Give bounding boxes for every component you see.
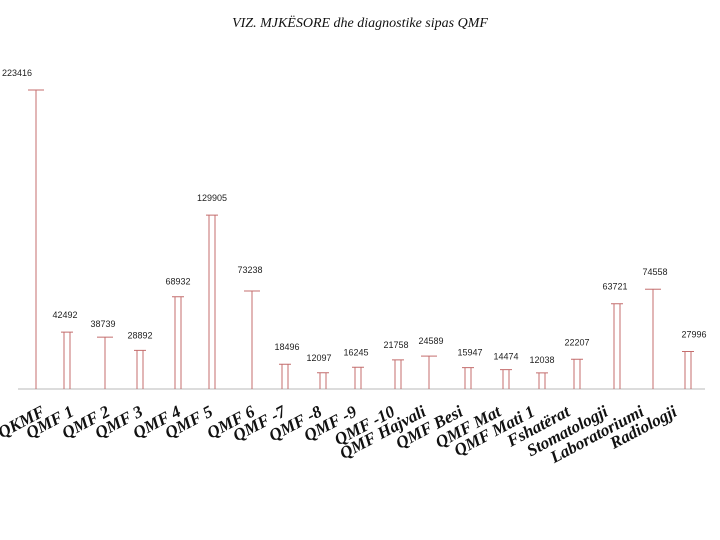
bar-16	[611, 303, 623, 389]
bar-1	[61, 331, 73, 389]
value-label-7: 18496	[274, 342, 299, 352]
bar-18	[682, 351, 694, 389]
value-label-16: 63721	[602, 282, 627, 292]
bar-5	[206, 214, 218, 389]
chart-title: VIZ. MJKËSORE dhe diagnostike sipas QMF	[232, 14, 488, 31]
bar-10	[392, 359, 404, 389]
bar-12	[462, 367, 474, 389]
value-label-2: 38739	[90, 319, 115, 329]
value-label-1: 42492	[52, 310, 77, 320]
value-label-17: 74558	[642, 267, 667, 277]
bar-marks: 223416 42492 38739 28892 68932 129905 73238 184…	[2, 68, 707, 389]
bar-13	[500, 369, 512, 389]
value-label-6: 73238	[237, 265, 262, 275]
bar-15	[571, 358, 583, 389]
bar-4	[172, 296, 184, 389]
value-label-3: 28892	[127, 330, 152, 340]
bar-3	[134, 349, 146, 389]
value-label-13: 14474	[493, 352, 518, 362]
bar-14	[536, 372, 548, 389]
value-label-18: 27996	[681, 330, 706, 340]
value-label-14: 12038	[529, 355, 554, 365]
value-label-8: 12097	[306, 353, 331, 363]
value-label-5: 129905	[197, 193, 227, 203]
bar-8	[317, 372, 329, 389]
value-label-11: 24589	[418, 336, 443, 346]
value-label-12: 15947	[457, 348, 482, 358]
value-label-15: 22207	[564, 337, 589, 347]
value-label-0: 223416	[2, 68, 32, 78]
value-label-4: 68932	[165, 277, 190, 287]
value-label-9: 16245	[343, 347, 368, 357]
bar-9	[352, 366, 364, 389]
bar-7	[279, 363, 291, 389]
value-label-10: 21758	[383, 340, 408, 350]
